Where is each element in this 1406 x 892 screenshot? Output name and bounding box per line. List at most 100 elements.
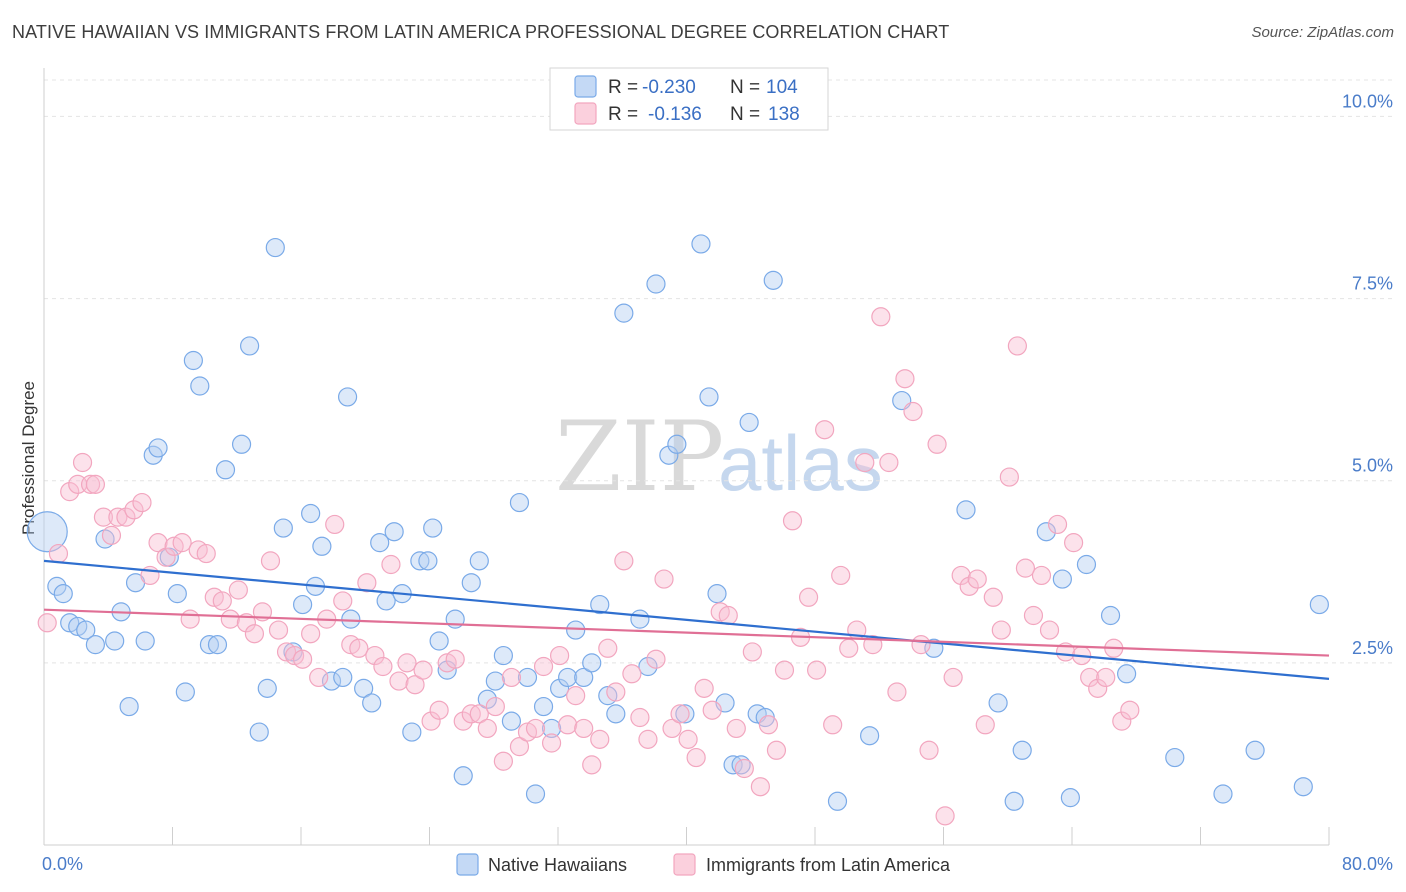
bottom-legend-label-immigrants: Immigrants from Latin America	[706, 855, 951, 875]
legend-n-value-2: 138	[768, 104, 800, 125]
point-native-hawaiians-71	[614, 303, 634, 323]
point-immigrants-110	[919, 740, 939, 760]
point-native-hawaiians-10	[119, 696, 139, 717]
point-native-hawaiians-2	[53, 584, 73, 604]
point-native-hawaiians-96	[1036, 522, 1056, 542]
point-immigrants-108	[903, 401, 923, 422]
point-native-hawaiians-97	[1052, 569, 1072, 589]
point-immigrants-20	[196, 543, 216, 564]
point-immigrants-115	[959, 576, 979, 596]
point-immigrants-52	[453, 711, 473, 731]
point-immigrants-7	[93, 507, 114, 527]
point-immigrants-43	[381, 554, 401, 575]
point-native-hawaiians-64	[558, 667, 578, 688]
point-immigrants-62	[533, 656, 554, 677]
point-native-hawaiians-95	[1012, 740, 1032, 760]
point-immigrants-36	[325, 514, 345, 535]
point-native-hawaiians-66	[574, 667, 594, 688]
legend-n-label-1: N =	[730, 77, 760, 98]
point-immigrants-61	[525, 718, 546, 739]
point-immigrants-91	[766, 740, 787, 760]
point-native-hawaiians-98	[1060, 788, 1080, 808]
point-immigrants-34	[309, 667, 329, 688]
point-immigrants-64	[550, 645, 570, 666]
point-immigrants-85	[718, 605, 738, 626]
point-native-hawaiians-99	[1076, 554, 1097, 575]
bottom-legend-label-native-hawaiians: Native Hawaiians	[488, 855, 627, 875]
point-native-hawaiians-5	[76, 620, 96, 640]
point-native-hawaiians-61	[533, 696, 554, 717]
point-native-hawaiians-63	[550, 678, 570, 698]
point-native-hawaiians-103	[1213, 784, 1233, 804]
point-native-hawaiians-36	[337, 387, 358, 407]
point-immigrants-46	[405, 675, 425, 695]
point-immigrants-24	[228, 580, 248, 600]
point-immigrants-120	[999, 467, 1019, 487]
point-native-hawaiians-83	[731, 755, 751, 775]
point-native-hawaiians-54	[477, 689, 497, 709]
point-immigrants-76	[646, 649, 666, 669]
point-native-hawaiians-14	[148, 438, 168, 458]
legend-swatch-native-hawaiians	[574, 75, 597, 98]
bottom-legend-swatch-native-hawaiians	[456, 853, 479, 876]
point-immigrants-134	[1112, 711, 1132, 731]
y-tick-label-2: 7.5%	[1352, 274, 1393, 294]
x-tick-labels: 0.0% 80.0%	[42, 854, 1393, 874]
point-immigrants-22	[212, 591, 232, 611]
point-native-hawaiians-68	[590, 594, 610, 615]
point-immigrants-124	[1031, 565, 1052, 586]
point-native-hawaiians-16	[167, 584, 187, 604]
point-immigrants-25	[236, 613, 256, 633]
watermark-zip: ZIP	[555, 401, 724, 513]
point-immigrants-87	[734, 758, 754, 779]
point-native-hawaiians-73	[638, 656, 658, 677]
point-immigrants-17	[172, 533, 192, 553]
watermark: ZIP atlas	[555, 401, 883, 513]
point-immigrants-131	[1088, 678, 1108, 698]
point-native-hawaiians-6	[85, 635, 106, 655]
point-native-hawaiians-106	[1309, 594, 1329, 615]
point-immigrants-112	[935, 806, 955, 826]
point-native-hawaiians-8	[105, 631, 125, 651]
point-immigrants-58	[501, 667, 522, 688]
point-immigrants-41	[365, 645, 385, 666]
point-native-hawaiians-60	[525, 784, 546, 804]
point-immigrants-111	[927, 434, 947, 454]
point-native-hawaiians-20	[199, 635, 220, 655]
point-native-hawaiians-38	[354, 678, 374, 698]
point-immigrants-106	[887, 682, 907, 702]
point-immigrants-99	[831, 565, 851, 586]
grid-lines	[44, 79, 1393, 664]
legend-n-value-1: 104	[766, 77, 798, 98]
point-native-hawaiians-89	[860, 726, 880, 746]
point-immigrants-12	[132, 492, 152, 513]
point-native-hawaiians-22	[215, 460, 236, 480]
point-native-hawaiians-70	[606, 704, 626, 724]
point-immigrants-95	[798, 587, 819, 607]
point-native-hawaiians-80	[707, 584, 727, 604]
point-immigrants-47	[413, 660, 433, 680]
point-immigrants-45	[397, 653, 417, 673]
point-immigrants-82	[694, 678, 714, 698]
point-native-hawaiians-37	[341, 609, 361, 629]
point-native-hawaiians-88	[827, 791, 848, 811]
point-native-hawaiians-79	[699, 387, 719, 407]
point-native-hawaiians-51	[453, 766, 473, 786]
point-immigrants-8	[101, 525, 122, 545]
point-native-hawaiians-1	[47, 576, 67, 596]
point-immigrants-79	[670, 704, 690, 724]
point-native-hawaiians-28	[273, 518, 293, 538]
x-tick-label-min: 0.0%	[42, 854, 83, 874]
point-immigrants-29	[268, 620, 289, 640]
point-native-hawaiians-62	[541, 718, 562, 739]
point-immigrants-125	[1039, 620, 1060, 640]
point-immigrants-28	[260, 551, 281, 571]
point-native-hawaiians-105	[1293, 777, 1313, 797]
point-native-hawaiians-47	[423, 518, 443, 538]
point-native-hawaiians-93	[988, 693, 1008, 713]
point-native-hawaiians-34	[321, 671, 342, 691]
point-immigrants-42	[373, 656, 393, 677]
point-native-hawaiians-100	[1100, 605, 1121, 626]
point-immigrants-107	[895, 369, 915, 389]
trend-line-native-hawaiians	[43, 559, 1330, 680]
